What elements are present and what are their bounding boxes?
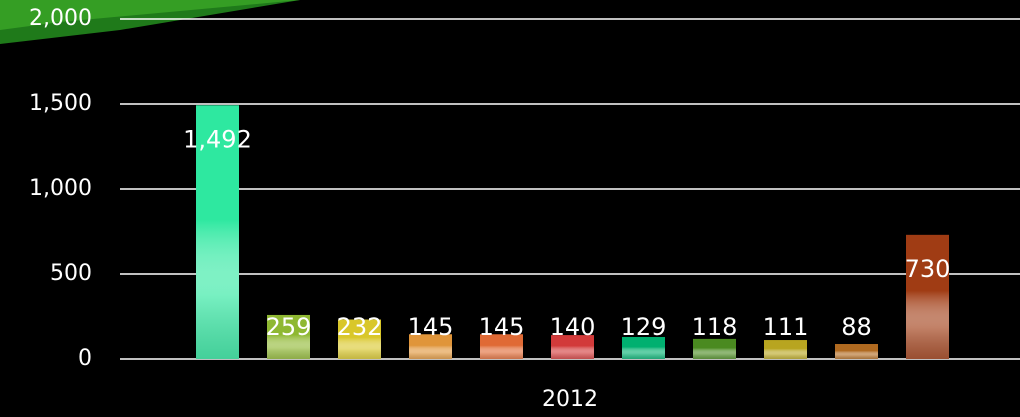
bar-shade <box>906 234 949 359</box>
y-tick-label: 2,000 <box>29 6 92 31</box>
bar-shade <box>693 338 736 359</box>
y-tick-label: 0 <box>78 346 92 371</box>
data-label: 730 <box>905 255 951 283</box>
data-label: 1,492 <box>183 125 252 153</box>
y-tick-label: 1,500 <box>29 91 92 116</box>
y-tick-label: 500 <box>50 261 92 286</box>
data-label: 145 <box>479 313 525 341</box>
bar-shade <box>480 334 523 359</box>
data-label: 140 <box>550 313 596 341</box>
bar-shade <box>622 337 665 359</box>
bar-shade <box>267 314 310 359</box>
data-label: 88 <box>841 313 872 341</box>
x-tick-label: 2012 <box>542 387 598 412</box>
data-label: 259 <box>266 313 312 341</box>
bar-shade <box>409 334 452 359</box>
bar-shade <box>835 344 878 359</box>
data-label: 129 <box>621 313 667 341</box>
data-label: 145 <box>408 313 454 341</box>
data-label: 111 <box>763 313 809 341</box>
data-label: 232 <box>337 313 383 341</box>
bar-shade <box>338 319 381 359</box>
data-label: 118 <box>692 313 738 341</box>
bar-shade <box>551 335 594 359</box>
y-tick-label: 1,000 <box>29 176 92 201</box>
bar-shade <box>764 340 807 359</box>
decoration <box>0 0 300 30</box>
bar-shade <box>196 105 239 359</box>
